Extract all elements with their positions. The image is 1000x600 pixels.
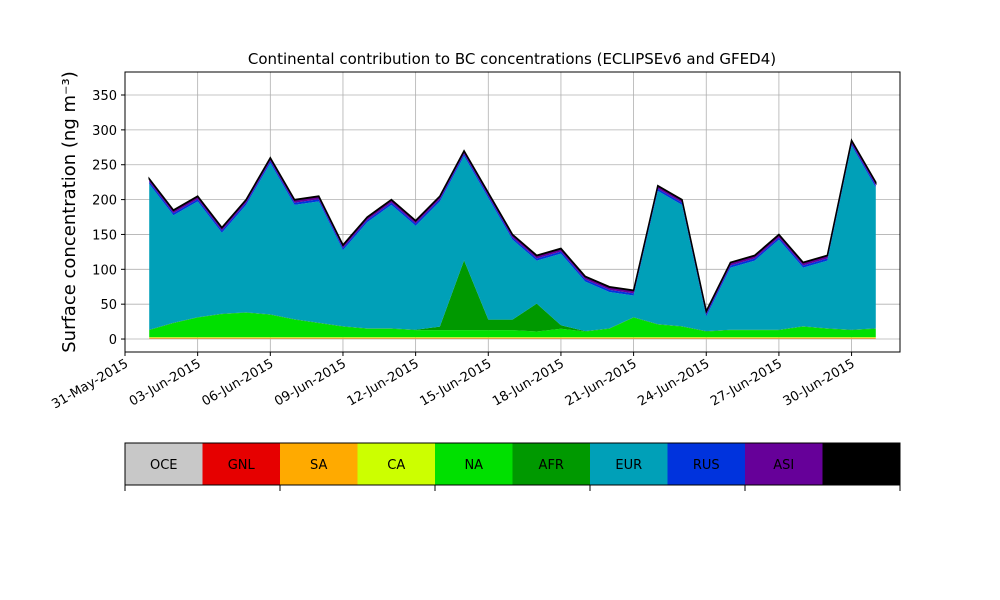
legend-label: NA [464,458,483,473]
x-tick-label: 09-Jun-2015 [272,356,349,409]
area [149,312,876,338]
colorbar-ticks [124,485,901,491]
area [148,138,877,314]
legend-swatch [667,443,745,485]
legend-swatch [435,443,513,485]
x-tick-label: 21-Jun-2015 [563,356,640,409]
y-tick-label: 200 [92,194,117,209]
y-tick-label: 250 [92,159,117,174]
y-tick-label: 150 [92,228,117,243]
x-tick-label: 18-Jun-2015 [490,356,567,409]
area [149,337,876,338]
x-tick-label: 15-Jun-2015 [417,356,494,409]
y-tick-label: 300 [92,124,117,139]
chart-title: Continental contribution to BC concentra… [248,50,776,68]
x-tick-label: 06-Jun-2015 [199,356,276,409]
legend-label: ASI [773,458,794,473]
y-axis-label: Surface concentration (ng m⁻³) [59,71,80,353]
legend-label: GNL [228,458,256,473]
x-tick-label: 12-Jun-2015 [345,356,422,409]
legend-swatch [280,443,358,485]
legend-label: CA [387,458,405,473]
legend-label: RUS [693,458,720,473]
y-tick-label: 50 [100,298,117,313]
plot-frame [124,71,901,353]
legend-swatch [125,443,203,485]
x-tick-label: 31-May-2015 [49,356,131,412]
x-tick-label: 27-Jun-2015 [708,356,785,409]
legend-swatch [822,443,900,485]
legend-swatch [512,443,590,485]
y-tick-label: 0 [109,333,117,348]
area [149,337,876,339]
y-tick-label: 350 [92,89,117,104]
legend-swatch [202,443,280,485]
legend-label: OCE [150,458,178,473]
area [149,145,876,332]
legend-label: AFR [539,458,564,473]
y-tick-label: 100 [92,263,117,278]
legend-swatch [745,443,823,485]
legend-label: EUR [615,458,642,473]
legend-label: SA [310,458,327,473]
legend-label: AUS [848,458,875,473]
legend-swatch [590,443,668,485]
legend-frame [124,442,901,486]
x-tick-label: 03-Jun-2015 [127,356,204,409]
x-tick-label: 24-Jun-2015 [635,356,712,409]
legend-swatch [357,443,435,485]
x-tick-label: 30-Jun-2015 [781,356,858,409]
